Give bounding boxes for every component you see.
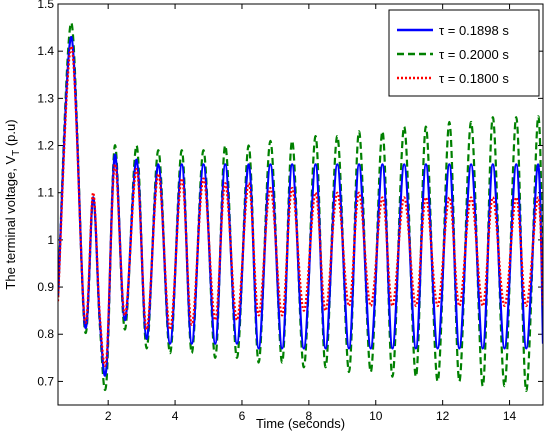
y-tick-label: 1 <box>47 233 54 247</box>
legend-entry-label: τ = 0.1898 s <box>439 23 509 38</box>
y-tick-label: 1.4 <box>37 44 54 58</box>
x-tick-label: 14 <box>503 409 517 423</box>
x-tick-label: 2 <box>105 409 112 423</box>
y-tick-label: 1.5 <box>37 0 54 11</box>
x-axis-ticks: 2 4 6 8 10 12 14 <box>105 4 517 423</box>
plot-frame <box>57 3 544 406</box>
series-line-3 <box>58 45 543 367</box>
y-axis-ticks: 0.7 0.8 0.9 1 1.1 1.2 1.3 1.4 1.5 <box>37 0 543 388</box>
y-axis-label-subscript: T <box>11 150 22 156</box>
legend: τ = 0.1898 s τ = 0.2000 s τ = 0.1800 s <box>388 9 540 97</box>
legend-entry-label: τ = 0.1800 s <box>439 71 509 86</box>
x-tick-label: 4 <box>172 409 179 423</box>
y-axis-label-unit: (p.u) <box>3 119 18 149</box>
legend-entry-label: τ = 0.2000 s <box>439 47 509 62</box>
y-tick-label: 0.7 <box>37 374 54 388</box>
x-tick-label: 8 <box>306 409 313 423</box>
x-tick-label: 12 <box>436 409 450 423</box>
y-axis-label-main: The terminal voltage, V <box>3 156 18 290</box>
y-tick-label: 0.9 <box>37 280 54 294</box>
y-tick-label: 1.3 <box>37 91 54 105</box>
x-tick-label: 6 <box>239 409 246 423</box>
y-tick-label: 1.1 <box>37 186 54 200</box>
y-axis-label: The terminal voltage, VT (p.u) <box>3 119 22 289</box>
y-tick-label: 0.8 <box>37 327 54 341</box>
y-tick-label: 1.2 <box>37 139 54 153</box>
series-lines <box>58 21 543 392</box>
x-tick-label: 10 <box>369 409 383 423</box>
x-axis-label: Time (seconds) <box>256 416 345 431</box>
